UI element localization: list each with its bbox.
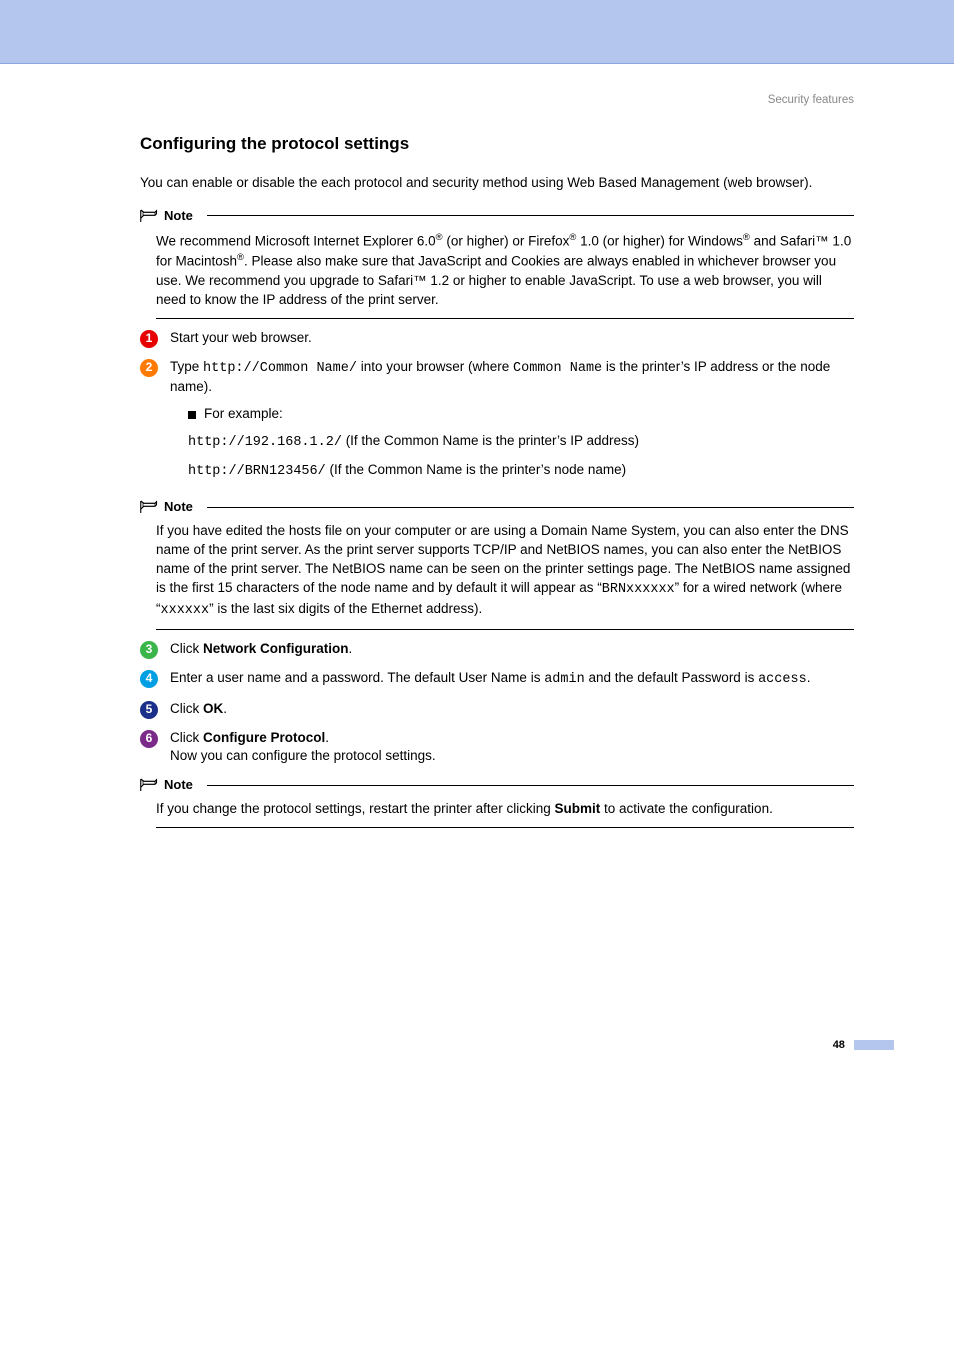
step3-b: .: [349, 641, 353, 656]
step2-example-1: http://192.168.1.2/ (If the Common Name …: [188, 432, 854, 453]
step2-bullet: For example:: [188, 405, 854, 424]
note2-c: ” is the last six digits of the Ethernet…: [209, 601, 482, 616]
note-block-1: Note We recommend Microsoft Internet Exp…: [140, 207, 854, 319]
step-1-body: Start your web browser.: [170, 329, 854, 348]
note-block-2: Note If you have edited the hosts file o…: [140, 498, 854, 630]
step2-ex1-mono: http://192.168.1.2/: [188, 435, 342, 450]
step3-a: Click: [170, 641, 203, 656]
note-label: Note: [164, 498, 193, 516]
reg-mark: ®: [237, 252, 244, 263]
reg-mark: ®: [436, 232, 443, 243]
note3-a: If you change the protocol settings, res…: [156, 801, 554, 816]
page-content: Security features Configuring the protoc…: [0, 92, 954, 1054]
step-number-5: 5: [140, 701, 158, 719]
step3-bold: Network Configuration: [203, 641, 349, 656]
note1-text-e: . Please also make sure that JavaScript …: [156, 254, 836, 307]
page-title: Configuring the protocol settings: [140, 132, 854, 156]
step-number-1: 1: [140, 330, 158, 348]
square-bullet-icon: [188, 411, 196, 419]
step-number-4: 4: [140, 670, 158, 688]
step2-mono2: Common Name: [513, 361, 602, 376]
note3-bold: Submit: [554, 801, 600, 816]
page-number: 48: [833, 1039, 845, 1051]
step6-bold: Configure Protocol: [203, 730, 325, 745]
header-band: [0, 0, 954, 64]
step2-ex2-mono: http://BRN123456/: [188, 464, 326, 479]
step-5: 5 Click OK.: [140, 700, 854, 719]
step-number-6: 6: [140, 730, 158, 748]
step2-mono1: http://Common Name/: [203, 361, 357, 376]
step4-mono1: admin: [544, 672, 585, 687]
reg-mark: ®: [743, 232, 750, 243]
breadcrumb: Security features: [140, 92, 854, 108]
note-divider: [207, 507, 854, 508]
step-number-2: 2: [140, 359, 158, 377]
note-header: Note: [140, 776, 854, 794]
step-1: 1 Start your web browser.: [140, 329, 854, 348]
step5-b: .: [223, 701, 227, 716]
step2-bullet-text: For example:: [204, 406, 283, 421]
step-2-body: Type http://Common Name/ into your brows…: [170, 358, 854, 488]
note1-text-b: (or higher) or Firefox: [443, 233, 570, 248]
pencil-icon: [140, 500, 158, 514]
step4-c: .: [807, 670, 811, 685]
step2-a: Type: [170, 359, 203, 374]
pencil-icon: [140, 209, 158, 223]
step-5-body: Click OK.: [170, 700, 854, 719]
note-body-2: If you have edited the hosts file on you…: [156, 522, 854, 629]
step6-a: Click: [170, 730, 203, 745]
step4-a: Enter a user name and a password. The de…: [170, 670, 544, 685]
step-4: 4 Enter a user name and a password. The …: [140, 669, 854, 690]
note-divider: [207, 785, 854, 786]
step2-example-2: http://BRN123456/ (If the Common Name is…: [188, 461, 854, 482]
step2-ex2-tail: (If the Common Name is the printer’s nod…: [326, 462, 626, 477]
note1-text-c: 1.0 (or higher) for Windows: [576, 233, 743, 248]
step4-b: and the default Password is: [585, 670, 758, 685]
note2-mono2: xxxxxx: [161, 603, 210, 618]
page-footer: 48: [140, 1038, 894, 1053]
step5-bold: OK: [203, 701, 223, 716]
step-2: 2 Type http://Common Name/ into your bro…: [140, 358, 854, 488]
step-3: 3 Click Network Configuration.: [140, 640, 854, 659]
note3-b: to activate the configuration.: [600, 801, 773, 816]
step-6-body: Click Configure Protocol. Now you can co…: [170, 729, 854, 767]
step4-mono2: access: [758, 672, 807, 687]
note2-mono1: BRNxxxxxx: [602, 582, 675, 597]
note-block-3: Note If you change the protocol settings…: [140, 776, 854, 828]
step5-a: Click: [170, 701, 203, 716]
note-label: Note: [164, 776, 193, 794]
step-4-body: Enter a user name and a password. The de…: [170, 669, 854, 690]
footer-decoration: [854, 1040, 894, 1050]
step6-b: .: [325, 730, 329, 745]
step-3-body: Click Network Configuration.: [170, 640, 854, 659]
note-divider: [207, 215, 854, 216]
note-body-1: We recommend Microsoft Internet Explorer…: [156, 231, 854, 319]
pencil-icon: [140, 778, 158, 792]
note-body-3: If you change the protocol settings, res…: [156, 800, 854, 828]
step-number-3: 3: [140, 641, 158, 659]
note-label: Note: [164, 207, 193, 225]
intro-paragraph: You can enable or disable the each proto…: [140, 174, 854, 193]
note-header: Note: [140, 498, 854, 516]
step-6: 6 Click Configure Protocol. Now you can …: [140, 729, 854, 767]
step2-ex1-tail: (If the Common Name is the printer’s IP …: [342, 433, 639, 448]
step2-b: into your browser (where: [357, 359, 513, 374]
note-header: Note: [140, 207, 854, 225]
note1-text-a: We recommend Microsoft Internet Explorer…: [156, 233, 436, 248]
step6-line2: Now you can configure the protocol setti…: [170, 748, 436, 763]
